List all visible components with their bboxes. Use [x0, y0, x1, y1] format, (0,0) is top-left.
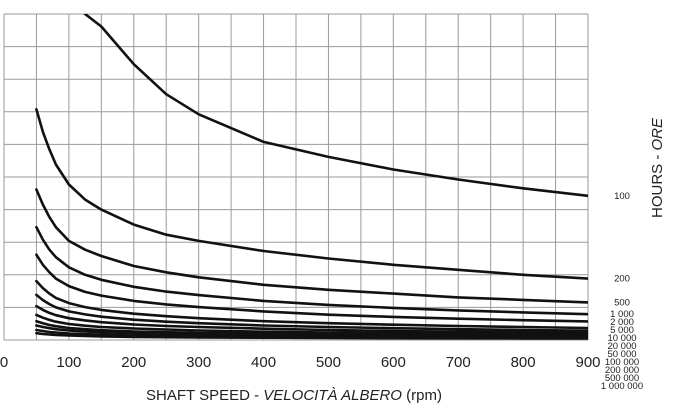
- y-axis-title: HOURS - ORE: [649, 117, 666, 218]
- x-tick-label: 0: [0, 354, 8, 371]
- chart-curves: [35, 14, 588, 340]
- hours-label: 20 000: [607, 341, 636, 352]
- hours-label: 200 000: [605, 365, 639, 376]
- curve-50000: [35, 313, 588, 336]
- curve-20000: [35, 304, 588, 334]
- x-tick-label: 200: [121, 354, 146, 371]
- curve-500: [35, 188, 588, 304]
- x-tick-label: 800: [511, 354, 536, 371]
- curve-1000: [35, 225, 588, 316]
- hours-label: 100 000: [605, 357, 639, 368]
- x-tick-label: 100: [56, 354, 81, 371]
- y-axis-title-italic: ORE: [649, 117, 666, 151]
- x-tick-label: 300: [186, 354, 211, 371]
- hours-label: 10 000: [607, 333, 636, 344]
- y-axis-title-main: HOURS -: [649, 151, 666, 219]
- curve-100: [82, 14, 588, 198]
- x-tick-label: 700: [446, 354, 471, 371]
- curve-2000: [35, 253, 588, 323]
- hours-label: 500: [614, 297, 630, 308]
- hours-label: 1 000: [610, 309, 634, 320]
- hours-label: 200: [614, 274, 630, 285]
- hours-label: 2 000: [610, 317, 634, 328]
- curve-10000: [35, 293, 588, 332]
- hours-label: 500 000: [605, 373, 639, 384]
- curve-5000: [35, 279, 588, 330]
- hours-label: 1 000 000: [601, 381, 643, 392]
- x-axis-title-unit: (rpm): [402, 387, 442, 404]
- x-tick-labels: 0 100 200 300 400 500 600 700 800 900: [0, 354, 601, 371]
- x-tick-label: 900: [575, 354, 600, 371]
- curve-200: [35, 108, 588, 280]
- x-axis-title-main: SHAFT SPEED -: [146, 387, 263, 404]
- chart-grid: [3, 13, 589, 341]
- hours-label: 5 000: [610, 325, 634, 336]
- hours-label: 50 000: [607, 349, 636, 360]
- hours-label: 100: [614, 191, 630, 202]
- x-tick-label: 400: [251, 354, 276, 371]
- x-axis-title: SHAFT SPEED - VELOCITÀ ALBERO (rpm): [146, 387, 442, 404]
- curve-1000000: [35, 331, 588, 340]
- x-tick-label: 600: [381, 354, 406, 371]
- x-axis-title-italic: VELOCITÀ ALBERO: [263, 387, 402, 404]
- x-tick-label: 500: [316, 354, 341, 371]
